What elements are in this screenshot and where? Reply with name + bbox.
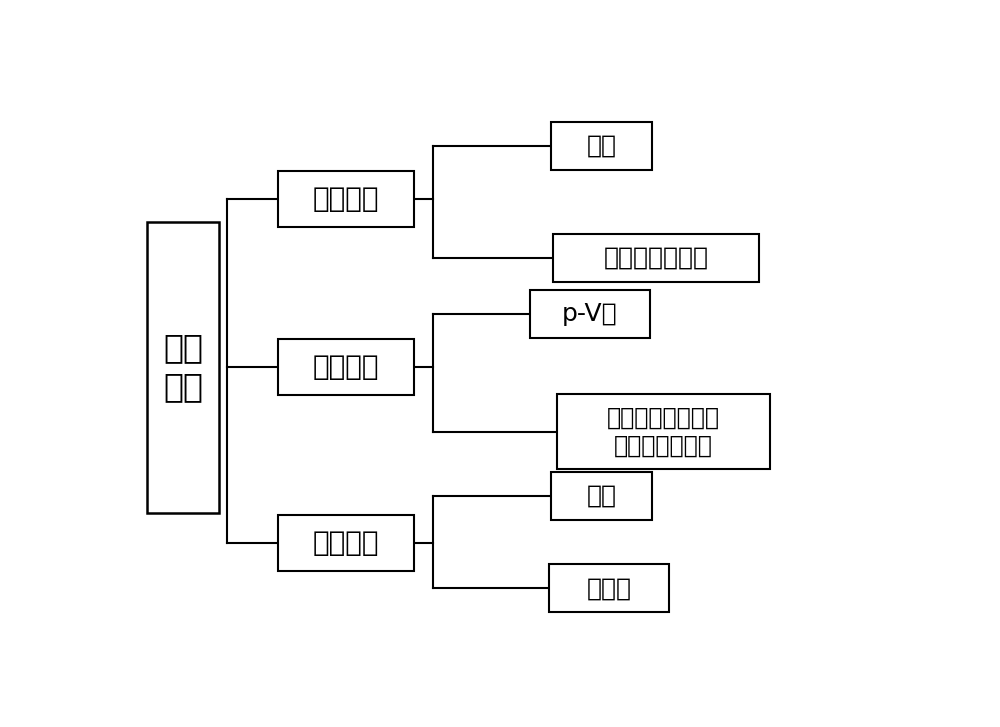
Text: 数据转换和计算: 数据转换和计算 — [603, 246, 708, 270]
FancyBboxPatch shape — [278, 515, 414, 571]
FancyBboxPatch shape — [549, 564, 669, 612]
FancyBboxPatch shape — [147, 222, 219, 513]
FancyBboxPatch shape — [553, 234, 759, 282]
FancyBboxPatch shape — [557, 394, 770, 470]
FancyBboxPatch shape — [278, 172, 414, 228]
Text: 数据库: 数据库 — [587, 577, 632, 601]
Text: 报表: 报表 — [587, 484, 617, 508]
Text: 数据显示: 数据显示 — [313, 353, 379, 381]
Text: 滤波: 滤波 — [587, 134, 617, 158]
FancyBboxPatch shape — [278, 339, 414, 395]
Text: p-V图: p-V图 — [562, 302, 618, 326]
Text: 数据处理: 数据处理 — [313, 185, 379, 213]
Text: 软件
模块: 软件 模块 — [163, 332, 203, 403]
Text: 数据存储: 数据存储 — [313, 529, 379, 558]
FancyBboxPatch shape — [551, 122, 652, 170]
FancyBboxPatch shape — [551, 472, 652, 520]
FancyBboxPatch shape — [530, 290, 650, 338]
Text: 流量、指示功率、
电机功率及效率: 流量、指示功率、 电机功率及效率 — [607, 406, 720, 457]
